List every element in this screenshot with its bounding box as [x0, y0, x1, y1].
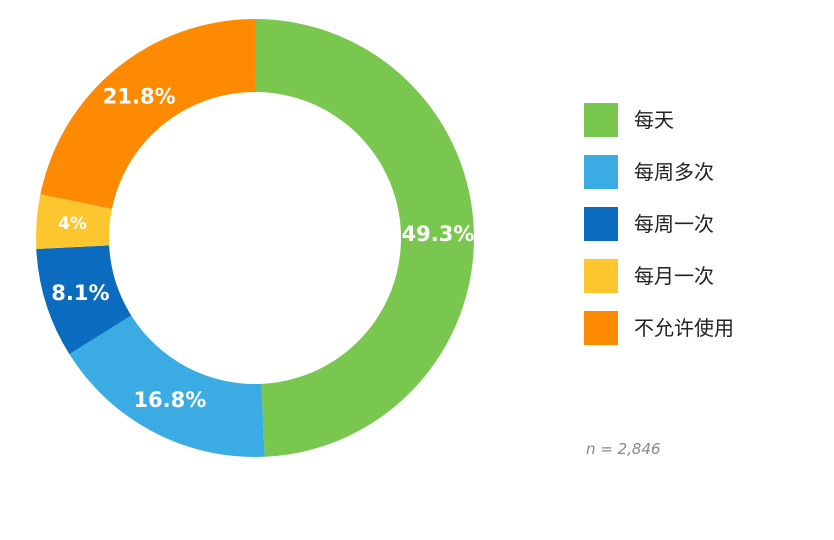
- slice-value-label: 49.3%: [402, 222, 475, 246]
- legend-swatch: [584, 207, 618, 241]
- legend-label: 每月一次: [634, 264, 714, 288]
- sample-size-note: n = 2,846: [586, 440, 661, 458]
- legend-swatch: [584, 103, 618, 137]
- legend-label: 每周多次: [634, 160, 714, 184]
- slice-value-label: 4%: [58, 214, 87, 234]
- donut-slice-labels: 49.3% 16.8% 8.1% 4% 21.8%: [51, 84, 474, 412]
- legend-label: 每周一次: [634, 212, 714, 236]
- donut-slice: [255, 19, 474, 457]
- legend-swatch: [584, 155, 618, 189]
- donut-slice: [35, 194, 112, 250]
- slice-value-label: 8.1%: [51, 281, 109, 305]
- legend-label: 每天: [634, 108, 674, 132]
- legend-label: 不允许使用: [634, 316, 734, 340]
- donut-slice: [40, 19, 255, 209]
- slice-value-label: 21.8%: [103, 84, 176, 108]
- legend-swatch: [584, 259, 618, 293]
- slice-value-label: 16.8%: [133, 388, 206, 412]
- donut-slices: [35, 19, 474, 457]
- legend-swatch: [584, 311, 618, 345]
- donut-slice: [69, 315, 265, 457]
- donut-slice: [36, 245, 132, 355]
